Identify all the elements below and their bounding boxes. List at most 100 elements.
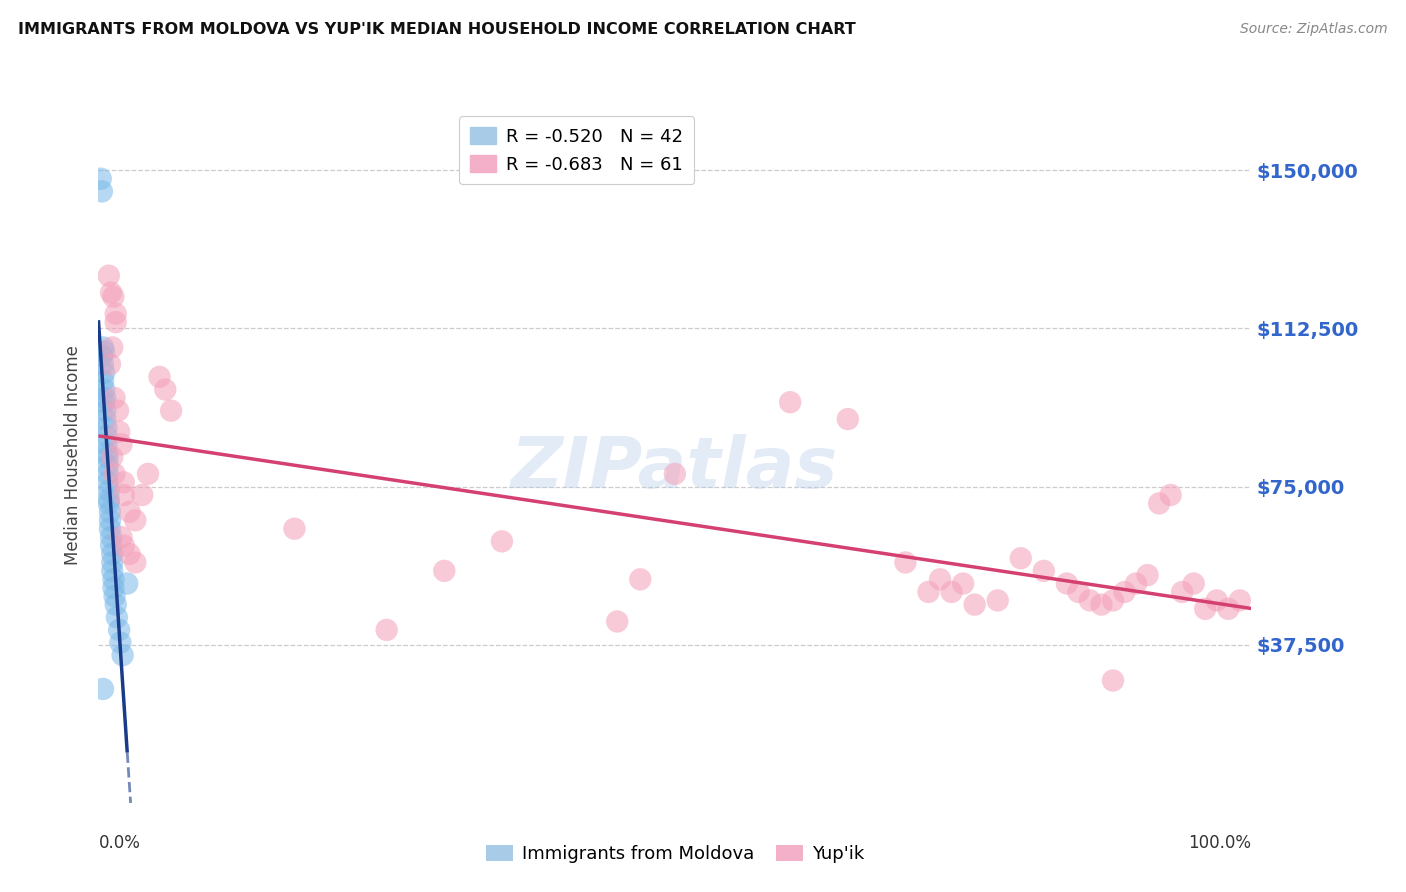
Point — [90, 185, 112, 199]
Point — [91, 340, 114, 354]
Point — [98, 513, 121, 527]
Y-axis label: Median Household Income: Median Household Income — [65, 345, 83, 565]
Point — [108, 425, 131, 439]
Point — [1010, 551, 1032, 566]
Point — [100, 285, 122, 300]
Point — [491, 534, 513, 549]
Point — [941, 585, 963, 599]
Point — [155, 383, 177, 397]
Point — [917, 585, 939, 599]
Point — [124, 513, 146, 527]
Point — [283, 522, 305, 536]
Point — [93, 344, 115, 359]
Point — [94, 391, 117, 405]
Point — [93, 383, 115, 397]
Point — [96, 420, 118, 434]
Point — [929, 572, 952, 586]
Point — [1102, 673, 1125, 688]
Point — [108, 623, 131, 637]
Point — [110, 530, 132, 544]
Point — [117, 576, 139, 591]
Point — [97, 450, 120, 464]
Point — [1147, 496, 1170, 510]
Point — [111, 648, 134, 663]
Point — [105, 610, 128, 624]
Point — [894, 556, 917, 570]
Point — [112, 475, 135, 490]
Text: ZIPatlas: ZIPatlas — [512, 434, 838, 503]
Point — [375, 623, 398, 637]
Point — [160, 403, 183, 417]
Point — [96, 446, 118, 460]
Point — [1160, 488, 1182, 502]
Point — [93, 395, 115, 409]
Point — [110, 437, 132, 451]
Point — [118, 547, 141, 561]
Point — [91, 374, 114, 388]
Point — [1125, 576, 1147, 591]
Point — [97, 458, 120, 473]
Point — [1056, 576, 1078, 591]
Point — [1194, 602, 1216, 616]
Point — [112, 488, 135, 502]
Point — [1078, 593, 1101, 607]
Point — [118, 505, 141, 519]
Point — [101, 340, 124, 354]
Point — [101, 547, 124, 561]
Point — [952, 576, 974, 591]
Point — [94, 403, 117, 417]
Point — [433, 564, 456, 578]
Point — [97, 467, 120, 481]
Point — [100, 530, 122, 544]
Legend: Immigrants from Moldova, Yup'ik: Immigrants from Moldova, Yup'ik — [478, 838, 872, 871]
Point — [1090, 598, 1112, 612]
Point — [100, 539, 122, 553]
Point — [1067, 585, 1090, 599]
Text: 100.0%: 100.0% — [1188, 834, 1251, 852]
Point — [606, 615, 628, 629]
Point — [103, 290, 125, 304]
Point — [97, 475, 120, 490]
Point — [1205, 593, 1227, 607]
Point — [97, 492, 120, 507]
Point — [94, 412, 117, 426]
Text: 0.0%: 0.0% — [98, 834, 141, 852]
Point — [664, 467, 686, 481]
Point — [1171, 585, 1194, 599]
Point — [96, 429, 118, 443]
Point — [779, 395, 801, 409]
Point — [98, 357, 121, 371]
Point — [101, 556, 124, 570]
Point — [131, 488, 153, 502]
Point — [963, 598, 986, 612]
Point — [987, 593, 1010, 607]
Point — [1136, 568, 1159, 582]
Point — [1102, 593, 1125, 607]
Point — [101, 564, 124, 578]
Point — [1032, 564, 1054, 578]
Point — [101, 450, 124, 464]
Point — [97, 496, 120, 510]
Point — [103, 467, 125, 481]
Point — [98, 522, 121, 536]
Point — [107, 403, 129, 417]
Point — [104, 307, 127, 321]
Point — [98, 505, 121, 519]
Point — [103, 391, 125, 405]
Point — [136, 467, 159, 481]
Point — [628, 572, 651, 586]
Point — [104, 315, 127, 329]
Point — [97, 268, 120, 283]
Point — [104, 598, 127, 612]
Point — [124, 556, 146, 570]
Point — [91, 681, 114, 696]
Point — [93, 366, 115, 380]
Point — [91, 357, 114, 371]
Point — [97, 483, 120, 498]
Point — [96, 437, 118, 451]
Point — [112, 539, 135, 553]
Text: Source: ZipAtlas.com: Source: ZipAtlas.com — [1240, 22, 1388, 37]
Point — [110, 635, 132, 649]
Point — [1229, 593, 1251, 607]
Point — [1182, 576, 1205, 591]
